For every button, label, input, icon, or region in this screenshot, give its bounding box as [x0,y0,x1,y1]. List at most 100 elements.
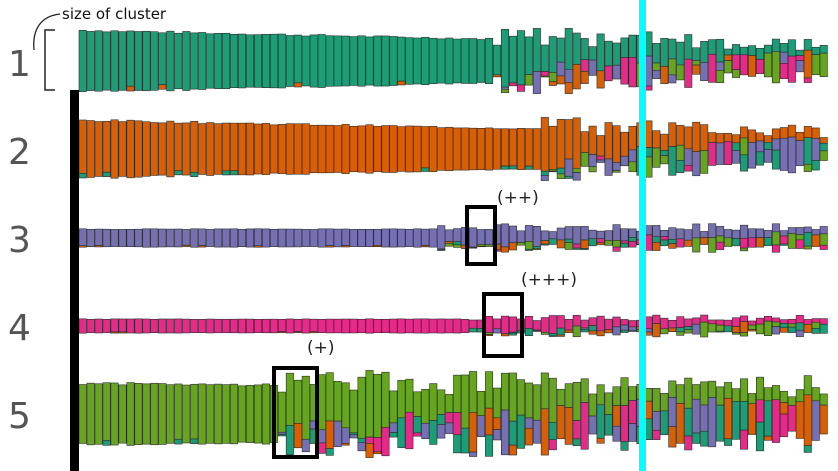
cluster-bar-segment [620,240,629,244]
cluster-bar-segment [755,421,764,452]
cluster-bar-segment [572,314,581,327]
cluster-bar-segment [763,316,772,322]
cluster-bar-segment [652,388,661,412]
cluster-bar-segment [716,70,725,83]
cluster-bar-segment [453,244,462,248]
cluster-bar-segment [740,247,749,252]
cluster-bar-segment [94,30,103,92]
cluster-bar-segment [198,32,207,90]
cluster-bar-segment [190,383,199,440]
cluster-bar-segment [485,407,494,436]
cluster-bar-segment [501,86,509,90]
cluster-bar-segment [763,435,772,441]
cluster-bar-segment [684,34,693,60]
cluster-bar-segment [341,245,350,248]
cluster-bar-segment [389,432,398,438]
cluster-bar-segment [652,62,661,71]
cluster-bar-segment [493,318,502,330]
cluster-bar-segment [740,378,749,402]
cluster-bar-segment [580,38,589,61]
cluster-bar-segment [158,32,167,86]
cluster-bar-segment [596,238,605,244]
cluster-bar-segment [501,88,509,93]
cluster-bar-segment [333,318,342,334]
cluster-bar-segment [222,122,231,172]
cluster-bar-segment [676,331,685,336]
cluster-bar-segment [668,122,677,147]
cluster-bar-segment [572,381,581,421]
cluster-bar-segment [158,318,167,334]
cluster-bar-segment [349,434,358,439]
cluster-bar-segment [413,432,422,437]
cluster-bar-segment [724,141,733,165]
cluster-bar-segment [397,417,406,448]
cluster-bar-segment [405,229,414,247]
cluster-bar-segment [238,122,247,176]
cluster-bar-segment [700,314,709,323]
cluster-bar-segment [222,32,231,90]
cluster-bar-segment [254,319,262,333]
cluster-bar-segment [740,46,749,56]
cluster-bar-segment [564,238,573,243]
cluster-bar-segment [803,137,812,165]
cluster-bar-segment [493,74,502,78]
cluster-bar-segment [748,142,756,169]
cluster-bar-segment [596,315,605,332]
cluster-bar-segment [524,74,533,86]
cluster-bar-segment [349,36,358,86]
cluster-bar-segment [110,119,119,179]
cluster-bar-segment [708,397,717,448]
cluster-bar-segment [740,224,749,239]
cluster-bar-segment [365,370,374,438]
cluster-bar-segment [596,242,605,246]
cluster-bar-segment [437,249,446,251]
cluster-bar-segment [142,228,151,248]
cluster-bar-segment [612,240,621,248]
cluster-bar-segment [676,316,685,329]
cluster-bar-segment [668,319,677,329]
cluster-bar-segment [532,320,541,331]
cluster-bar-segment [166,30,175,92]
cluster-bar-segment [628,125,637,151]
cluster-bar-segment [389,36,398,86]
cluster-bar-segment [795,140,804,167]
cluster-bar-segment [684,58,693,88]
cluster-bar-segment [126,318,135,334]
cluster-bar-segment [230,170,239,176]
cluster-bar-segment [524,427,533,446]
cluster-bar-segment [238,228,247,248]
cluster-bar-segment [771,326,780,335]
cluster-bar-segment [365,443,374,458]
marker-plusplusplus: (+++) [521,270,577,290]
cluster-bar-segment [668,227,677,240]
cluster-bar-segment [540,240,549,245]
cluster-bar-segment [572,64,581,90]
cluster-bar-segment [588,393,597,417]
cluster-bar-segment [301,229,310,247]
cluster-bar-segment [508,444,517,456]
cluster-bar-segment [620,57,629,85]
cluster-bar-segment [811,234,820,247]
cluster-bar-segment [341,124,350,174]
cluster-bar-segment [445,126,454,172]
cluster-bar-segment [620,329,629,333]
cluster-bar-segment [795,227,804,236]
cluster-bar-segment [716,61,725,71]
cluster-bar-segment [771,138,780,151]
cluster-bar-segment [612,125,621,163]
cluster-bar-segment [421,36,430,86]
cluster-bar-segment [102,439,111,446]
cluster-bar-segment [795,322,804,331]
cluster-bar-segment [588,325,597,332]
cluster-bar-segment [779,243,788,246]
cluster-bar-segment [445,394,454,413]
cluster-bar-segment [660,155,669,165]
cluster-bar-segment [803,394,812,446]
cluster-bar-segment [317,442,326,454]
cluster-bar-segment [118,318,127,333]
cluster-bar-segment [540,317,549,333]
cluster-bar-segment [477,128,486,170]
cluster-bar-segment [564,383,573,408]
cluster-bar-segment [126,119,135,179]
cluster-bar-segment [453,241,462,246]
